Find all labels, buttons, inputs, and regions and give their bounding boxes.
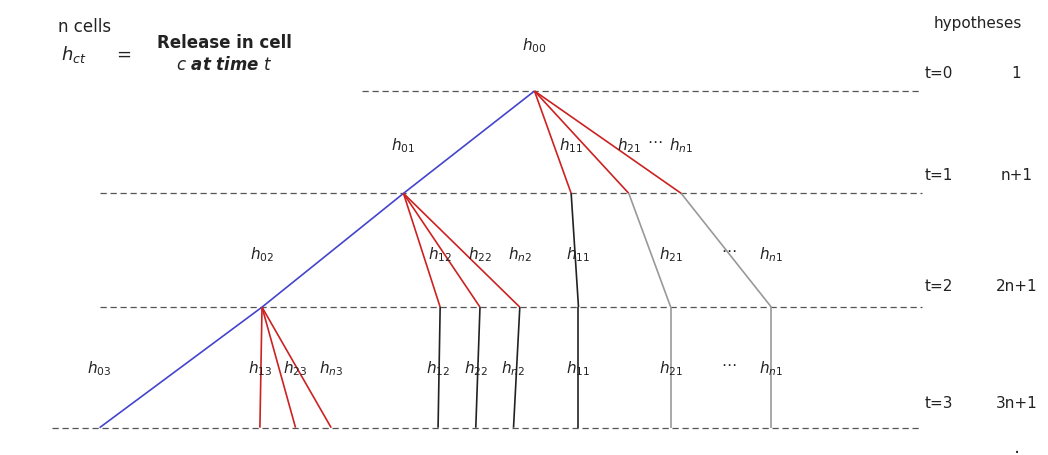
Text: $h_{22}$: $h_{22}$ xyxy=(463,359,488,378)
Text: $h_{23}$: $h_{23}$ xyxy=(283,359,308,378)
Text: 3n+1: 3n+1 xyxy=(996,396,1038,411)
Text: $h_{n1}$: $h_{n1}$ xyxy=(669,136,694,155)
Text: $h_{03}$: $h_{03}$ xyxy=(87,359,112,378)
Text: $h_{12}$: $h_{12}$ xyxy=(425,359,451,378)
Text: $h_{21}$: $h_{21}$ xyxy=(658,359,683,378)
Text: t=0: t=0 xyxy=(924,66,953,81)
Text: $h_{n1}$: $h_{n1}$ xyxy=(759,359,784,378)
Text: $h_{11}$: $h_{11}$ xyxy=(559,136,584,155)
Text: $h_{n3}$: $h_{n3}$ xyxy=(319,359,344,378)
Text: $h_{11}$: $h_{11}$ xyxy=(566,359,591,378)
Text: $h_{22}$: $h_{22}$ xyxy=(467,245,493,264)
Text: $h_{11}$: $h_{11}$ xyxy=(566,245,591,264)
Text: $h_{00}$: $h_{00}$ xyxy=(522,36,547,55)
Text: $\cdots$: $\cdots$ xyxy=(721,356,736,371)
Text: $h_{02}$: $h_{02}$ xyxy=(249,245,275,264)
Text: $h_{n1}$: $h_{n1}$ xyxy=(759,245,784,264)
Text: $h_{21}$: $h_{21}$ xyxy=(616,136,641,155)
Text: t=2: t=2 xyxy=(924,279,953,294)
Text: $\cdots$: $\cdots$ xyxy=(648,133,662,148)
Text: =: = xyxy=(116,46,131,64)
Text: n cells: n cells xyxy=(58,18,111,36)
Text: $h_{ct}$: $h_{ct}$ xyxy=(61,44,87,65)
Text: 2n+1: 2n+1 xyxy=(996,279,1038,294)
Text: n+1: n+1 xyxy=(1001,168,1032,182)
Text: $h_{21}$: $h_{21}$ xyxy=(658,245,683,264)
Text: $h_{01}$: $h_{01}$ xyxy=(391,136,416,155)
Text: :: : xyxy=(1013,446,1020,455)
Text: t=1: t=1 xyxy=(924,168,953,182)
Text: $h_{n2}$: $h_{n2}$ xyxy=(508,245,531,264)
Text: 1: 1 xyxy=(1011,66,1022,81)
Text: $h_{12}$: $h_{12}$ xyxy=(428,245,453,264)
Text: hypotheses: hypotheses xyxy=(934,16,1022,31)
Text: $c$ at time $t$: $c$ at time $t$ xyxy=(176,56,274,74)
Text: Release in cell: Release in cell xyxy=(157,34,292,52)
Text: t=3: t=3 xyxy=(924,396,953,411)
Text: $h_{n2}$: $h_{n2}$ xyxy=(502,359,525,378)
Text: $h_{13}$: $h_{13}$ xyxy=(247,359,272,378)
Text: $\cdots$: $\cdots$ xyxy=(721,242,736,257)
